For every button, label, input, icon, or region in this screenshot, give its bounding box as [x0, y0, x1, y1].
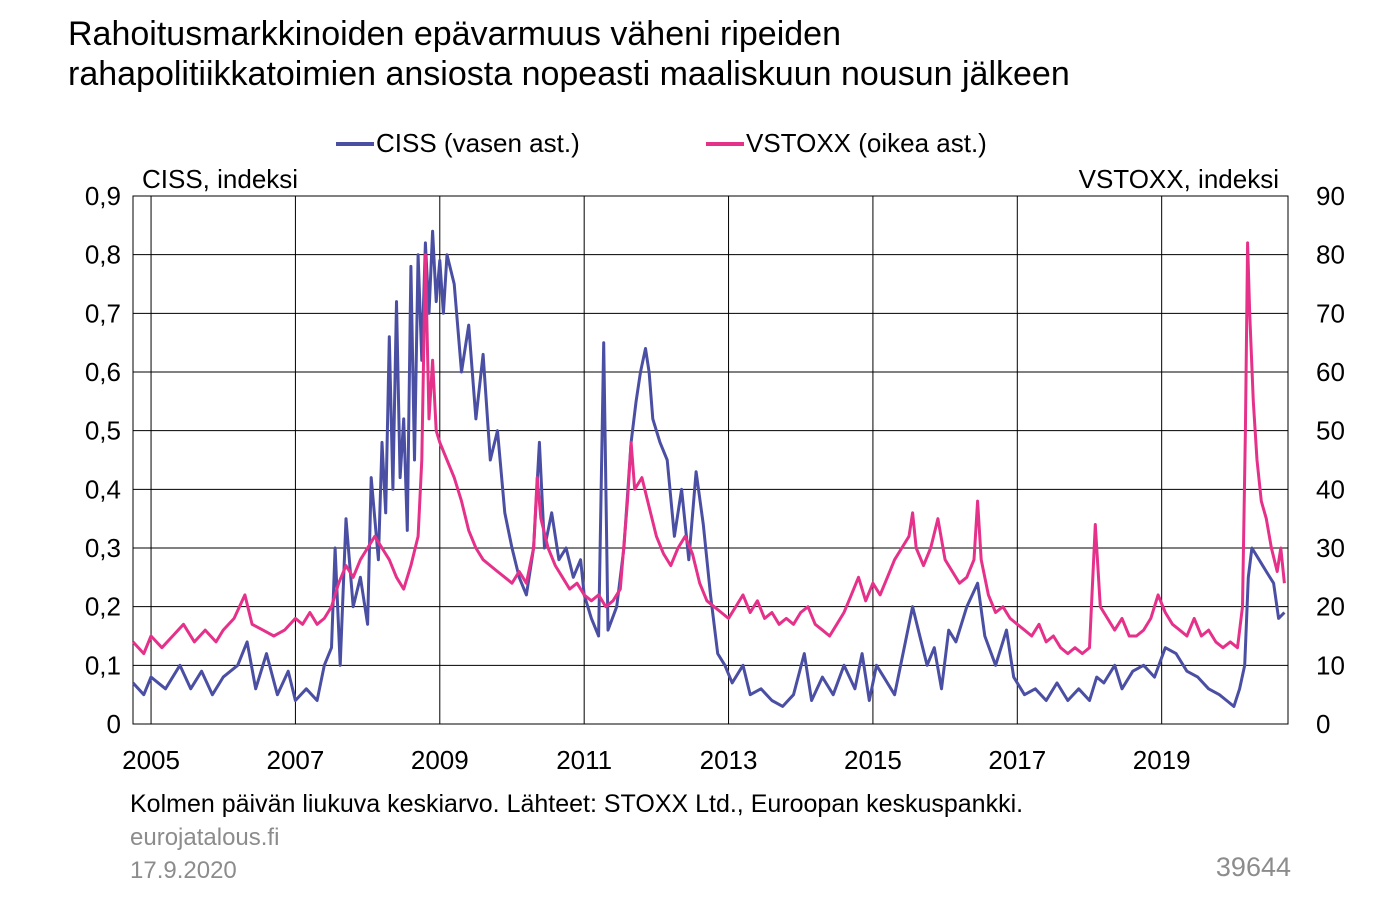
- x-tick-label: 2017: [988, 745, 1046, 775]
- x-tick-label: 2005: [122, 745, 180, 775]
- left-tick-label: 0,2: [85, 592, 121, 622]
- left-tick-label: 0,8: [85, 240, 121, 270]
- right-tick-label: 80: [1316, 240, 1345, 270]
- left-tick-label: 0,9: [85, 181, 121, 211]
- left-tick-label: 0,7: [85, 298, 121, 328]
- left-tick-label: 0,4: [85, 474, 121, 504]
- right-tick-label: 60: [1316, 357, 1345, 387]
- x-tick-label: 2019: [1133, 745, 1191, 775]
- source-note: Kolmen päivän liukuva keskiarvo. Lähteet…: [130, 790, 1024, 818]
- x-tick-label: 2009: [411, 745, 469, 775]
- left-axis-label: CISS, indeksi: [142, 164, 299, 194]
- right-tick-label: 50: [1316, 416, 1345, 446]
- left-tick-label: 0,6: [85, 357, 121, 387]
- chart-title: Rahoitusmarkkinoiden epävarmuus väheni r…: [68, 14, 1358, 94]
- x-tick-label: 2013: [700, 745, 758, 775]
- left-tick-label: 0,1: [85, 650, 121, 680]
- x-tick-label: 2015: [844, 745, 902, 775]
- left-tick-label: 0,5: [85, 416, 121, 446]
- legend-label-vstoxx: VSTOXX (oikea ast.): [746, 128, 987, 158]
- chart-title-line-2: rahapolitiikkatoimien ansiosta nopeasti …: [68, 55, 1070, 93]
- right-tick-label: 90: [1316, 181, 1345, 211]
- legend-swatch-vstoxx: [706, 141, 744, 146]
- legend-swatch-ciss: [336, 141, 374, 146]
- right-tick-label: 10: [1316, 650, 1345, 680]
- right-tick-label: 20: [1316, 592, 1345, 622]
- left-tick-label: 0: [107, 709, 121, 739]
- plot-area: [132, 195, 1289, 725]
- legend: CISS (vasen ast.) VSTOXX (oikea ast.): [0, 128, 1377, 158]
- x-tick-label: 2011: [556, 745, 612, 775]
- legend-label-ciss: CISS (vasen ast.): [376, 128, 580, 158]
- right-tick-label: 40: [1316, 474, 1345, 504]
- right-tick-label: 30: [1316, 533, 1345, 563]
- right-tick-label: 70: [1316, 298, 1345, 328]
- chart-title-line-1: Rahoitusmarkkinoiden epävarmuus väheni r…: [68, 15, 842, 53]
- chart-code: 39644: [1215, 852, 1291, 882]
- legend-item-vstoxx: VSTOXX (oikea ast.): [706, 128, 987, 159]
- right-tick-label: 0: [1316, 709, 1330, 739]
- right-axis-label: VSTOXX, indeksi: [1078, 164, 1279, 194]
- left-tick-label: 0,3: [85, 533, 121, 563]
- legend-item-ciss: CISS (vasen ast.): [336, 128, 580, 159]
- series-line-ciss: [131, 229, 1286, 708]
- publish-date: 17.9.2020: [130, 857, 237, 884]
- series-line-vstoxx: [131, 241, 1286, 656]
- x-tick-label: 2007: [267, 745, 325, 775]
- site-name: eurojatalous.fi: [130, 824, 280, 851]
